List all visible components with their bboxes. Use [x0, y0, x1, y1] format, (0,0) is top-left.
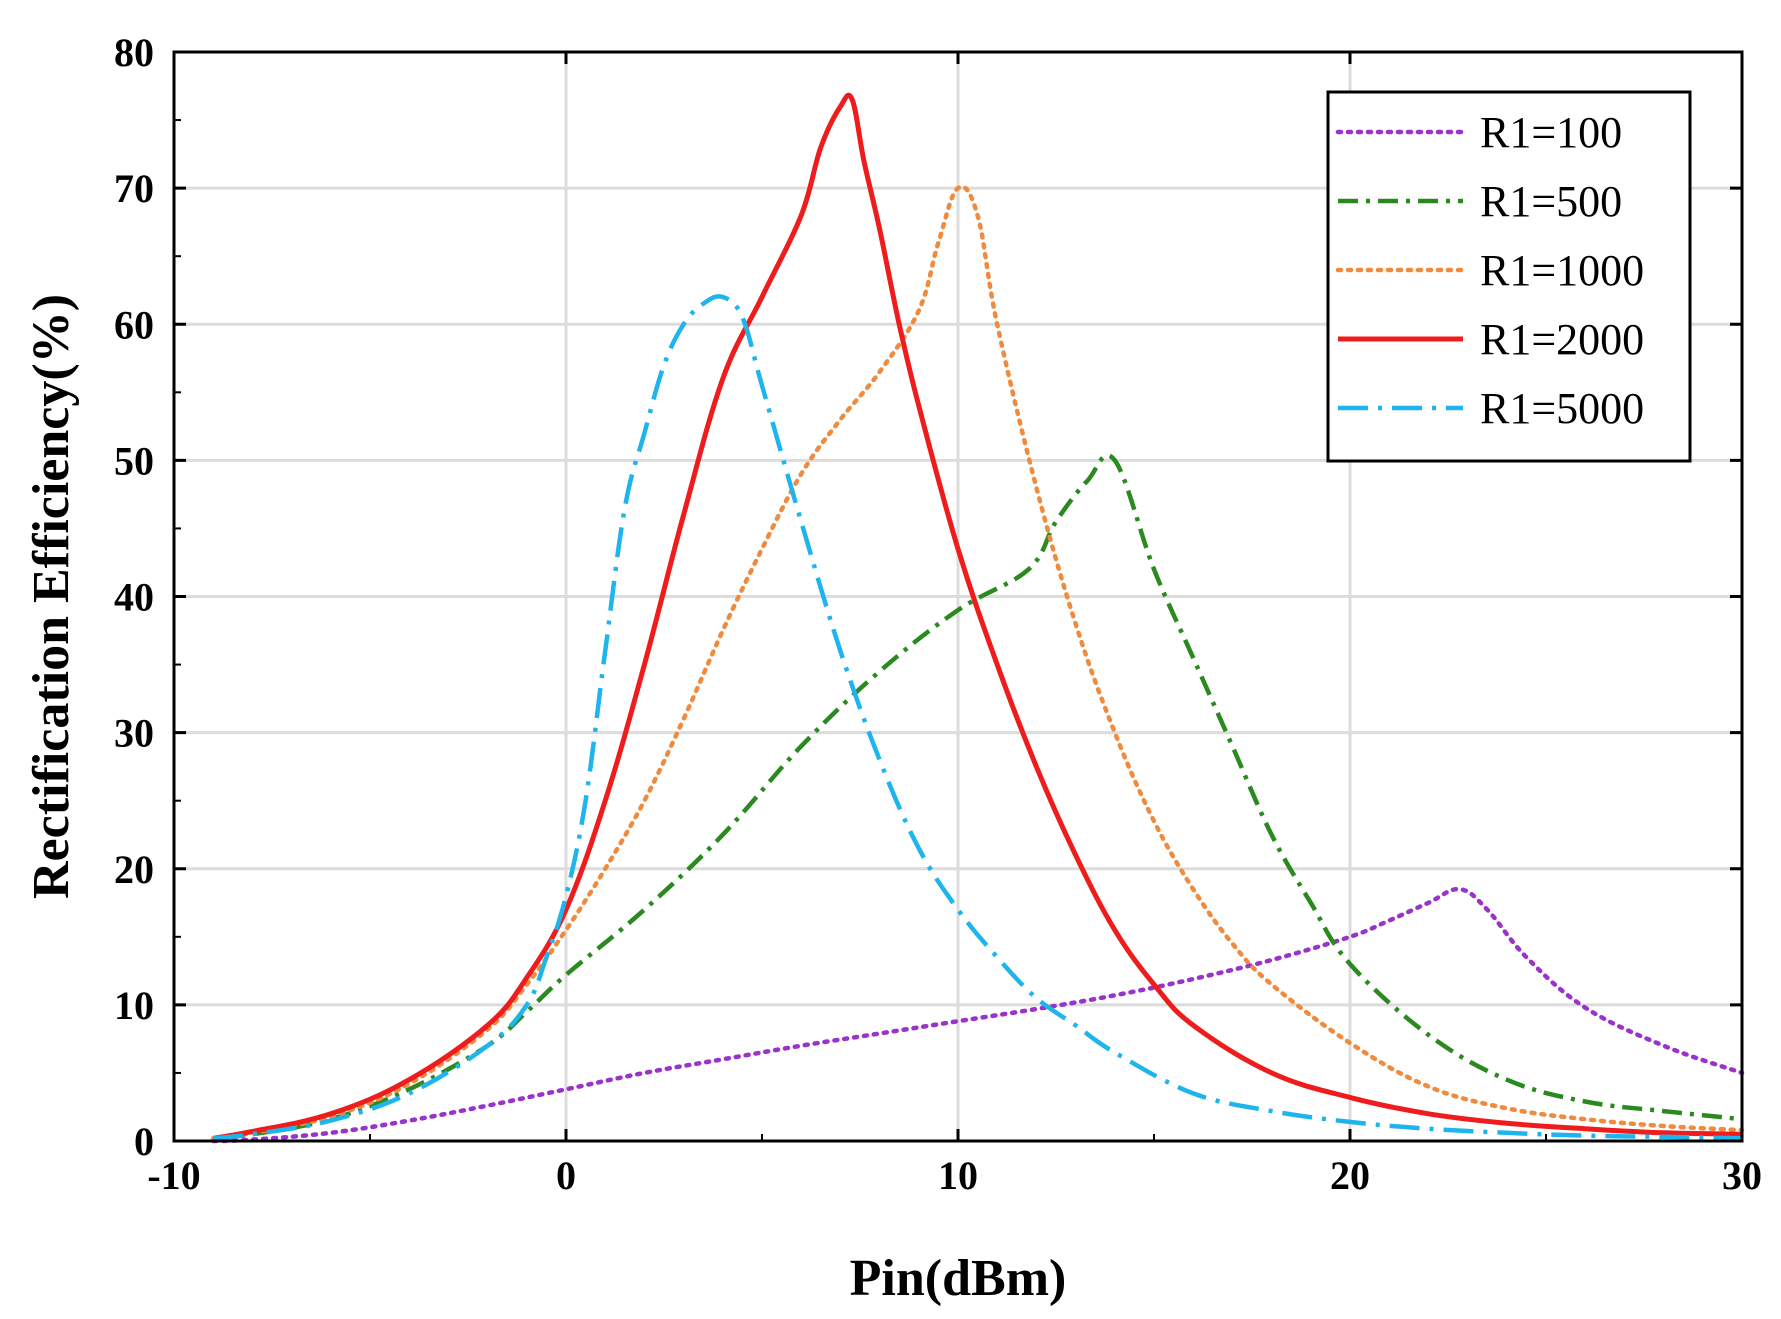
legend-label: R1=1000 — [1480, 246, 1644, 295]
y-tick-label: 10 — [114, 983, 154, 1028]
y-axis-label: Rectification Efficiency(%) — [23, 294, 80, 899]
y-tick-label: 0 — [134, 1119, 154, 1164]
legend-label: R1=500 — [1480, 177, 1622, 226]
y-tick-label: 40 — [114, 575, 154, 620]
legend-box — [1326, 90, 1692, 463]
series-line-r1-2000 — [212, 92, 1743, 1141]
x-tick-label: -10 — [147, 1153, 200, 1198]
y-tick-label: 30 — [114, 711, 154, 756]
x-tick-label: 0 — [556, 1153, 576, 1198]
series-line-r1-500 — [212, 453, 1743, 1141]
y-tick-label: 80 — [114, 30, 154, 75]
y-tick-label: 20 — [114, 847, 154, 892]
y-tick-label: 60 — [114, 302, 154, 347]
x-tick-label: 30 — [1722, 1153, 1762, 1198]
legend-label: R1=2000 — [1480, 315, 1644, 364]
y-tick-label: 70 — [114, 166, 154, 211]
series-lines — [210, 92, 1745, 1144]
x-axis-label: Pin(dBm) — [850, 1250, 1067, 1307]
y-tick-label: 50 — [114, 438, 154, 483]
x-tick-label: 10 — [938, 1153, 978, 1198]
series-line-r1-100 — [210, 886, 1745, 1144]
legend-label: R1=100 — [1480, 108, 1622, 157]
x-tick-label: 20 — [1330, 1153, 1370, 1198]
series-line-r1-5000 — [212, 294, 1743, 1141]
legend-label: R1=5000 — [1480, 384, 1644, 433]
legend: R1=100 R1=500 R1=1000 R1=2000 R1=5000 — [1326, 90, 1692, 463]
